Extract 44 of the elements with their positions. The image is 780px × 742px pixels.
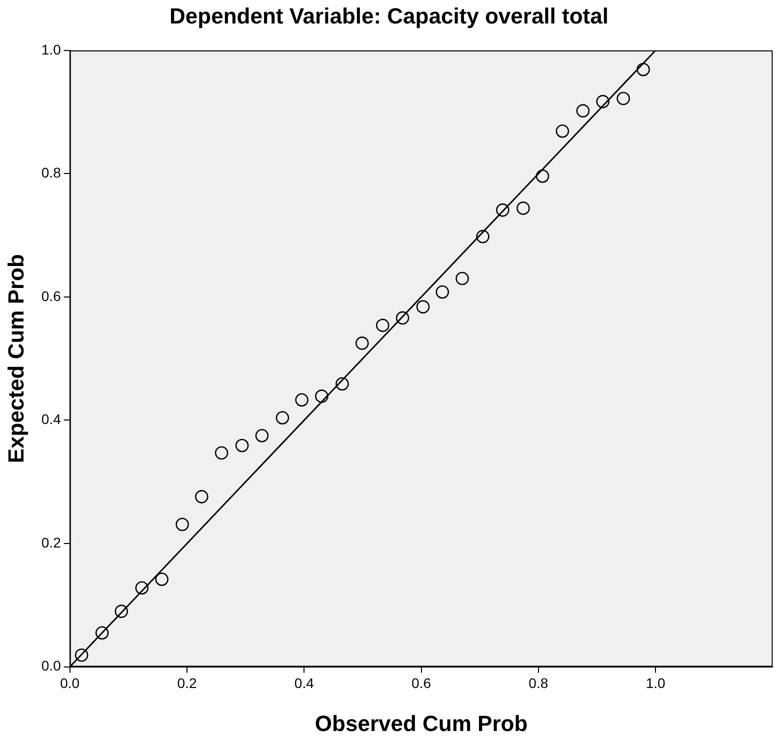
- point: [315, 390, 328, 403]
- x-tick-label: 0.8: [528, 675, 548, 692]
- x-tick-label: 0.4: [294, 675, 314, 692]
- point: [114, 604, 128, 618]
- point: [336, 377, 349, 391]
- point: [416, 300, 430, 314]
- y-tick-label: 0.8: [41, 164, 62, 181]
- point: [616, 92, 630, 106]
- point: [576, 104, 590, 118]
- point: [456, 272, 469, 286]
- x-tick-label: 0.0: [60, 675, 80, 692]
- point: [295, 393, 308, 407]
- point: [436, 285, 450, 299]
- y-tick-label: 0.0: [41, 658, 62, 674]
- point: [276, 411, 290, 424]
- y-tick-label: 1.0: [41, 41, 62, 58]
- point: [194, 490, 208, 504]
- point: [74, 648, 88, 662]
- point: [536, 169, 550, 183]
- chart-title: Dependent Variable: Capacity overall total: [170, 3, 608, 28]
- point: [255, 429, 269, 442]
- x-tick-label: 0.2: [177, 675, 197, 692]
- y-tick-label: 0.4: [41, 411, 62, 428]
- point: [476, 230, 490, 244]
- point: [556, 124, 570, 138]
- y-tick-label: 0.6: [41, 288, 62, 304]
- point: [235, 438, 249, 452]
- point: [516, 202, 530, 215]
- point: [376, 318, 390, 332]
- point: [135, 581, 149, 595]
- x-tick-label: 0.6: [412, 675, 432, 692]
- y-tick-label: 0.2: [41, 534, 62, 550]
- point: [155, 572, 168, 586]
- point: [636, 62, 650, 76]
- point: [95, 626, 109, 640]
- y-axis-title: Expected Cum Prob: [3, 254, 28, 464]
- point: [596, 94, 610, 108]
- x-tick-label: 1.0: [646, 675, 666, 692]
- point: [176, 518, 189, 532]
- point: [496, 203, 510, 217]
- point: [214, 446, 228, 460]
- point: [355, 336, 369, 350]
- x-axis-title: Observed Cum Prob: [314, 710, 528, 736]
- point: [396, 311, 410, 325]
